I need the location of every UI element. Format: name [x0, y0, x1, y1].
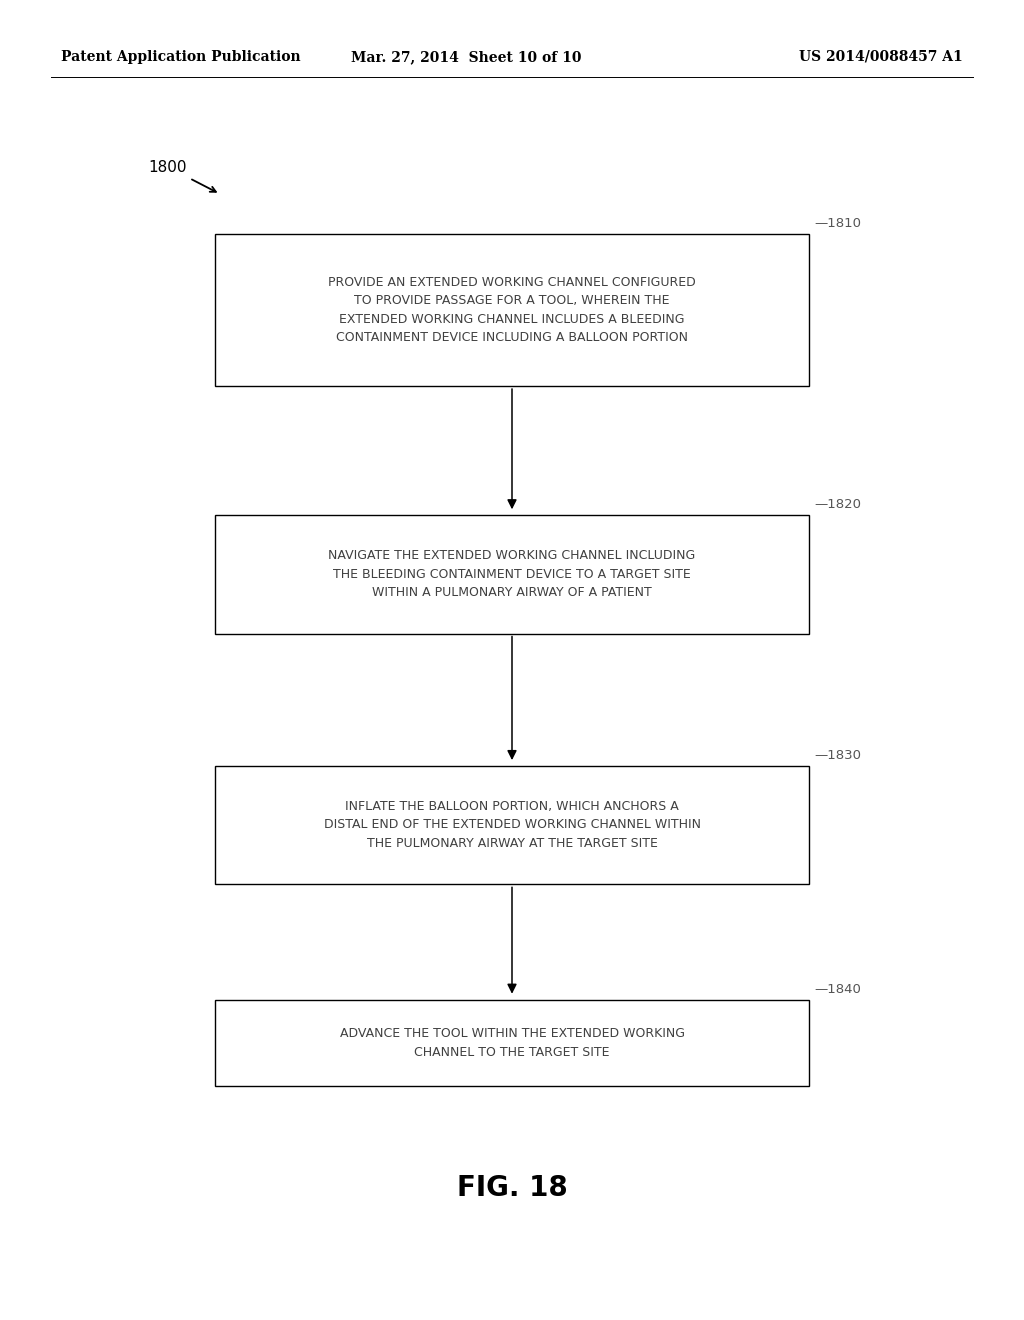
Bar	[215, 235, 809, 385]
Text: Patent Application Publication: Patent Application Publication	[61, 50, 301, 63]
Text: —1840: —1840	[814, 983, 861, 995]
Text: PROVIDE AN EXTENDED WORKING CHANNEL CONFIGURED
TO PROVIDE PASSAGE FOR A TOOL, WH: PROVIDE AN EXTENDED WORKING CHANNEL CONF…	[328, 276, 696, 345]
Bar	[215, 1001, 809, 1085]
Text: —1830: —1830	[814, 748, 861, 762]
Text: —1820: —1820	[814, 498, 861, 511]
Text: INFLATE THE BALLOON PORTION, WHICH ANCHORS A
DISTAL END OF THE EXTENDED WORKING : INFLATE THE BALLOON PORTION, WHICH ANCHO…	[324, 800, 700, 850]
Text: Mar. 27, 2014  Sheet 10 of 10: Mar. 27, 2014 Sheet 10 of 10	[350, 50, 582, 63]
Text: ADVANCE THE TOOL WITHIN THE EXTENDED WORKING
CHANNEL TO THE TARGET SITE: ADVANCE THE TOOL WITHIN THE EXTENDED WOR…	[340, 1027, 684, 1059]
Bar	[215, 515, 809, 634]
Text: FIG. 18: FIG. 18	[457, 1173, 567, 1203]
Text: US 2014/0088457 A1: US 2014/0088457 A1	[799, 50, 963, 63]
Bar	[215, 766, 809, 884]
Text: —1810: —1810	[814, 218, 861, 230]
Text: 1800: 1800	[148, 160, 187, 176]
Text: NAVIGATE THE EXTENDED WORKING CHANNEL INCLUDING
THE BLEEDING CONTAINMENT DEVICE : NAVIGATE THE EXTENDED WORKING CHANNEL IN…	[329, 549, 695, 599]
